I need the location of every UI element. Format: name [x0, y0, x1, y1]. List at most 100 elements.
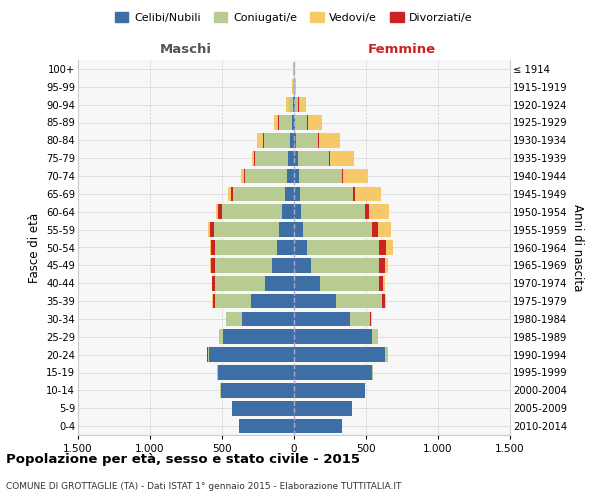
Bar [341, 168, 343, 184]
Bar [295, 115, 307, 130]
Bar [279, 115, 292, 130]
Bar [211, 258, 215, 272]
Bar [293, 80, 294, 94]
Bar [294, 276, 320, 290]
Bar [373, 222, 378, 237]
Bar [385, 294, 386, 308]
Bar [221, 383, 294, 398]
Bar [254, 151, 255, 166]
Text: Maschi: Maschi [160, 44, 212, 57]
Bar [210, 222, 214, 237]
Bar [294, 258, 311, 272]
Bar [251, 294, 294, 308]
Bar [294, 168, 299, 184]
Bar [283, 204, 294, 219]
Bar [208, 222, 210, 237]
Y-axis label: Anni di nascita: Anni di nascita [571, 204, 584, 291]
Bar [217, 365, 218, 380]
Bar [379, 258, 385, 272]
Bar [301, 204, 365, 219]
Bar [307, 115, 308, 130]
Bar [308, 115, 322, 130]
Bar [215, 258, 272, 272]
Bar [286, 98, 289, 112]
Bar [222, 204, 283, 219]
Bar [320, 276, 379, 290]
Bar [294, 294, 336, 308]
Y-axis label: Fasce di età: Fasce di età [28, 212, 41, 282]
Bar [294, 115, 295, 130]
Bar [383, 276, 385, 290]
Bar [208, 348, 209, 362]
Bar [294, 98, 295, 112]
Bar [385, 348, 388, 362]
Bar [370, 312, 371, 326]
Bar [290, 133, 294, 148]
Bar [294, 204, 301, 219]
Bar [355, 186, 381, 201]
Bar [219, 330, 223, 344]
Bar [296, 133, 319, 148]
Bar [284, 186, 294, 201]
Bar [299, 168, 341, 184]
Bar [350, 312, 370, 326]
Legend: Celibi/Nubili, Coniugati/e, Vedovi/e, Divorziati/e: Celibi/Nubili, Coniugati/e, Vedovi/e, Di… [111, 8, 477, 28]
Bar [294, 312, 350, 326]
Bar [295, 98, 298, 112]
Bar [299, 98, 306, 112]
Bar [229, 186, 232, 201]
Bar [215, 204, 218, 219]
Bar [385, 258, 388, 272]
Bar [293, 98, 294, 112]
Bar [215, 294, 251, 308]
Bar [223, 330, 294, 344]
Bar [292, 80, 293, 94]
Bar [319, 133, 340, 148]
Bar [278, 115, 279, 130]
Bar [371, 312, 372, 326]
Bar [294, 186, 300, 201]
Bar [294, 383, 365, 398]
Bar [294, 330, 372, 344]
Bar [251, 151, 254, 166]
Bar [257, 133, 263, 148]
Bar [265, 276, 294, 290]
Bar [294, 401, 352, 415]
Bar [294, 365, 372, 380]
Bar [294, 133, 296, 148]
Bar [311, 258, 379, 272]
Text: COMUNE DI GROTTAGLIE (TA) - Dati ISTAT 1° gennaio 2015 - Elaborazione TUTTITALIA: COMUNE DI GROTTAGLIE (TA) - Dati ISTAT 1… [6, 482, 401, 491]
Bar [215, 276, 265, 290]
Text: Femmine: Femmine [368, 44, 436, 57]
Bar [242, 312, 294, 326]
Bar [245, 168, 287, 184]
Bar [218, 204, 222, 219]
Bar [353, 186, 355, 201]
Bar [329, 151, 330, 166]
Bar [255, 151, 288, 166]
Bar [232, 186, 233, 201]
Bar [209, 348, 294, 362]
Bar [264, 133, 290, 148]
Bar [214, 222, 279, 237]
Bar [215, 240, 277, 255]
Bar [379, 240, 386, 255]
Bar [274, 115, 278, 130]
Bar [218, 365, 294, 380]
Bar [365, 204, 369, 219]
Bar [211, 240, 215, 255]
Bar [307, 240, 379, 255]
Bar [372, 365, 373, 380]
Bar [294, 348, 385, 362]
Bar [330, 151, 354, 166]
Bar [343, 168, 368, 184]
Bar [272, 258, 294, 272]
Bar [304, 222, 373, 237]
Bar [212, 276, 215, 290]
Bar [379, 276, 383, 290]
Bar [294, 151, 298, 166]
Bar [295, 80, 296, 94]
Bar [226, 312, 242, 326]
Bar [244, 168, 245, 184]
Bar [288, 151, 294, 166]
